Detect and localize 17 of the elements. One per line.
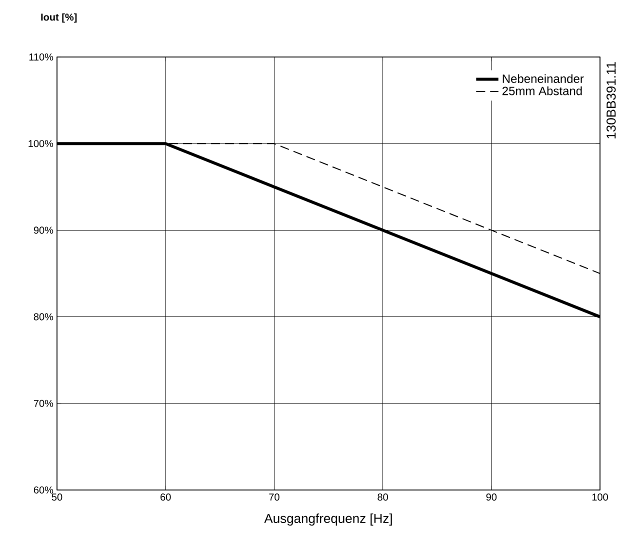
y-tick-label: 80% — [34, 313, 54, 320]
x-tick-label: 90 — [486, 494, 497, 501]
y-tick-label: 100% — [28, 140, 54, 148]
x-tick-label: 50 — [52, 494, 62, 501]
y-tick-label: 70% — [34, 400, 54, 407]
text: 130BB391.11 — [606, 62, 616, 138]
legend-label: 25mm Abstand — [502, 86, 582, 96]
y-axis-title: Iout [%] — [41, 13, 77, 23]
x-tick-label: 60 — [160, 494, 171, 501]
y-tick-label: 90% — [34, 226, 54, 234]
x-tick-label: 100 — [592, 494, 608, 501]
x-tick-label: 80 — [378, 494, 388, 501]
y-tick-label: 110% — [29, 53, 54, 61]
y-tick-label: 60% — [34, 486, 54, 494]
x-axis-title: Ausgangfrequenz [Hz] — [264, 513, 392, 526]
x-tick-label: 70 — [269, 494, 280, 501]
legend-label: Nebeneinander — [502, 74, 584, 83]
